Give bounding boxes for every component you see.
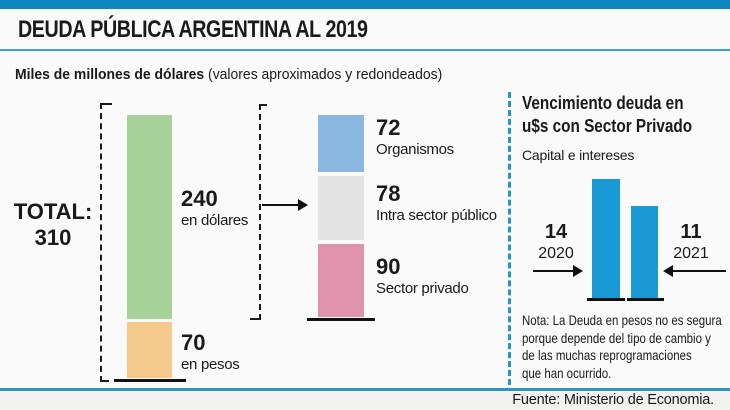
organismos-label: Organismos: [376, 141, 454, 158]
segment-pesos: [127, 322, 172, 378]
bar-2021: [631, 206, 658, 298]
source-label: Fuente: Ministerio de Economia.: [512, 392, 714, 408]
panel-subtitle: Capital e intereses: [522, 147, 635, 163]
segment-sector-privado: [318, 244, 364, 317]
total-label: TOTAL:: [13, 199, 93, 224]
sector-privado-callout: 90 Sector privado: [376, 255, 469, 298]
sector-privado-label: Sector privado: [376, 280, 469, 297]
bar-2021-baseline: [627, 298, 664, 301]
note-line: de las muchas reprogramaciones: [522, 347, 692, 363]
breakdown-bar-baseline: [307, 318, 375, 321]
dollars-label: en dólares: [181, 212, 249, 229]
panel-title-line2: u$s con Sector Privado: [522, 116, 693, 136]
intra-sector-callout: 78 Intra sector público: [376, 182, 497, 225]
note-line: porque depende del tipo de cambio y: [522, 329, 711, 346]
arrow-2021-line: [673, 270, 726, 272]
organismos-value: 72: [376, 115, 401, 140]
title-rule: [0, 49, 730, 51]
arrow-left-icon: [663, 265, 673, 277]
note-line: que han ocurrido.: [522, 364, 612, 381]
bar-2020: [592, 179, 620, 298]
arrow-2020-line: [533, 270, 573, 272]
total-bracket-bottom-tick: [100, 380, 109, 382]
page-title: DEUDA PÚBLICA ARGENTINA AL 2019: [18, 16, 368, 43]
breakdown-arrow-line: [262, 204, 299, 206]
dollars-callout: 240 en dólares: [181, 187, 248, 230]
breakdown-stacked-bar: [318, 115, 364, 317]
note-block: Nota: La Deuda en pesos no es segura por…: [522, 312, 730, 382]
total-bar-baseline: [114, 379, 186, 382]
segment-dollars: [127, 115, 172, 319]
organismos-callout: 72 Organismos: [376, 116, 454, 159]
label-2020: 14 2020: [529, 221, 583, 264]
year-2021: 2021: [673, 245, 709, 262]
arrow-right-icon: [573, 265, 583, 277]
units-subtitle: Miles de millones de dólares (valores ap…: [15, 66, 442, 83]
panel-separator: [508, 92, 511, 385]
pesos-label: en pesos: [181, 356, 240, 373]
dollars-value: 240: [181, 186, 218, 211]
label-2021: 11 2021: [664, 221, 718, 264]
pesos-value: 70: [181, 330, 206, 355]
footer-strip: [0, 391, 730, 410]
value-2021: 11: [680, 221, 702, 243]
units-note: (valores aproximados y redondeados): [208, 66, 443, 83]
total-bracket-top-tick: [100, 103, 112, 105]
dollars-bracket-bottom-tick: [250, 318, 260, 320]
panel-title: Vencimiento deuda en u$s con Sector Priv…: [522, 92, 722, 138]
segment-intra-sector: [318, 176, 364, 240]
intra-sector-value: 78: [376, 181, 401, 206]
total-stacked-bar: [127, 115, 172, 378]
total-bracket: [100, 103, 102, 382]
year-2020: 2020: [538, 245, 574, 262]
top-accent-bar: [0, 0, 730, 9]
note-line: Nota: La Deuda en pesos no es segura: [522, 312, 722, 328]
panel-title-line1: Vencimiento deuda en: [522, 93, 684, 113]
dollars-bracket-top-tick: [259, 104, 267, 106]
total-value: 310: [34, 225, 72, 250]
dollars-bracket: [259, 104, 261, 320]
units-label: Miles de millones de dólares: [15, 66, 205, 83]
value-2020: 14: [544, 221, 568, 243]
pesos-callout: 70 en pesos: [181, 330, 240, 374]
sector-privado-value: 90: [376, 254, 401, 279]
arrow-right-icon: [298, 199, 308, 211]
intra-sector-label: Intra sector público: [376, 207, 497, 224]
bar-2020-baseline: [587, 298, 625, 301]
footer-rule: [0, 388, 730, 391]
total-label-block: TOTAL: 310: [8, 199, 98, 251]
segment-organismos: [318, 115, 364, 172]
